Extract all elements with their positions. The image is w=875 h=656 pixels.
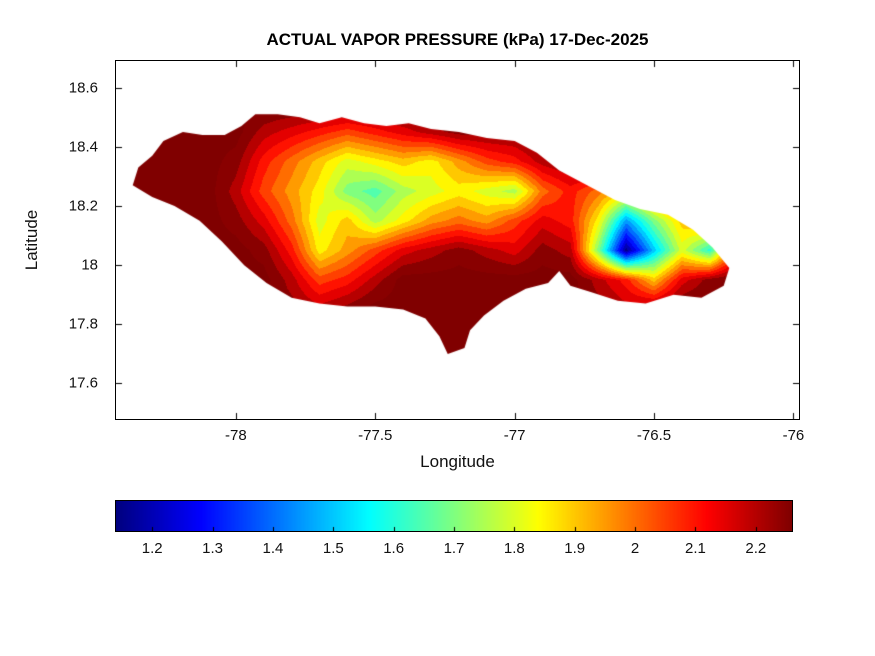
x-axis-label: Longitude [420, 452, 495, 471]
y-tick-labels: 18.6 18.4 18.2 18 17.8 17.6 [40, 61, 106, 419]
colorbar-tick-labels: 1.2 1.3 1.4 1.5 1.6 1.7 1.8 1.9 2 2.1 2.2 [116, 540, 792, 560]
colorbar-tick-label: 1.4 [262, 540, 284, 557]
vapor-pressure-contour-map [116, 61, 799, 419]
x-tick-label: -76.5 [636, 427, 672, 444]
y-axis-label: Latitude [22, 210, 41, 271]
x-tick-label: -78 [225, 427, 247, 444]
colorbar-tick-label: 1.3 [202, 540, 223, 557]
y-tick-label: 17.8 [68, 315, 98, 333]
colorbar-tick-label: 1.9 [564, 540, 586, 557]
colorbar-tick-label: 1.5 [322, 540, 344, 557]
y-tick-label: 18.6 [68, 79, 98, 97]
colorbar-tick-label: 1.6 [383, 540, 405, 557]
y-axis-label-container: Latitude [22, 210, 41, 271]
x-tick-label: -77 [503, 427, 526, 444]
x-tick-label: -76 [782, 427, 805, 444]
y-tick-label: 18.4 [68, 138, 98, 156]
y-tick-label: 18.2 [68, 197, 98, 215]
y-tick-label: 17.6 [68, 374, 98, 392]
chart-title: ACTUAL VAPOR PRESSURE (kPa) 17-Dec-2025 [266, 30, 649, 49]
colorbar-tick-label: 2 [630, 540, 640, 557]
plot-area [115, 60, 800, 420]
colorbar-tick-label: 1.7 [443, 540, 465, 557]
y-tick-label: 18 [81, 256, 98, 274]
colorbar-tick-label: 1.2 [141, 540, 163, 557]
colorbar-tick-label: 2.1 [684, 540, 706, 557]
x-tick-labels: -78 -77.5 -77 -76.5 -76 [116, 427, 804, 447]
colorbar-tick-label: 2.2 [745, 540, 767, 557]
colorbar-gradient [116, 501, 792, 531]
colorbar-tick-label: 1.8 [503, 540, 525, 557]
colorbar [115, 500, 793, 532]
x-tick-label: -77.5 [358, 427, 393, 444]
